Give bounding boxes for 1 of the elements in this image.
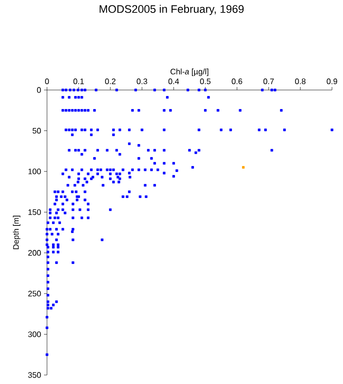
chart-title: MODS2005 in February, 1969 bbox=[100, 4, 244, 16]
